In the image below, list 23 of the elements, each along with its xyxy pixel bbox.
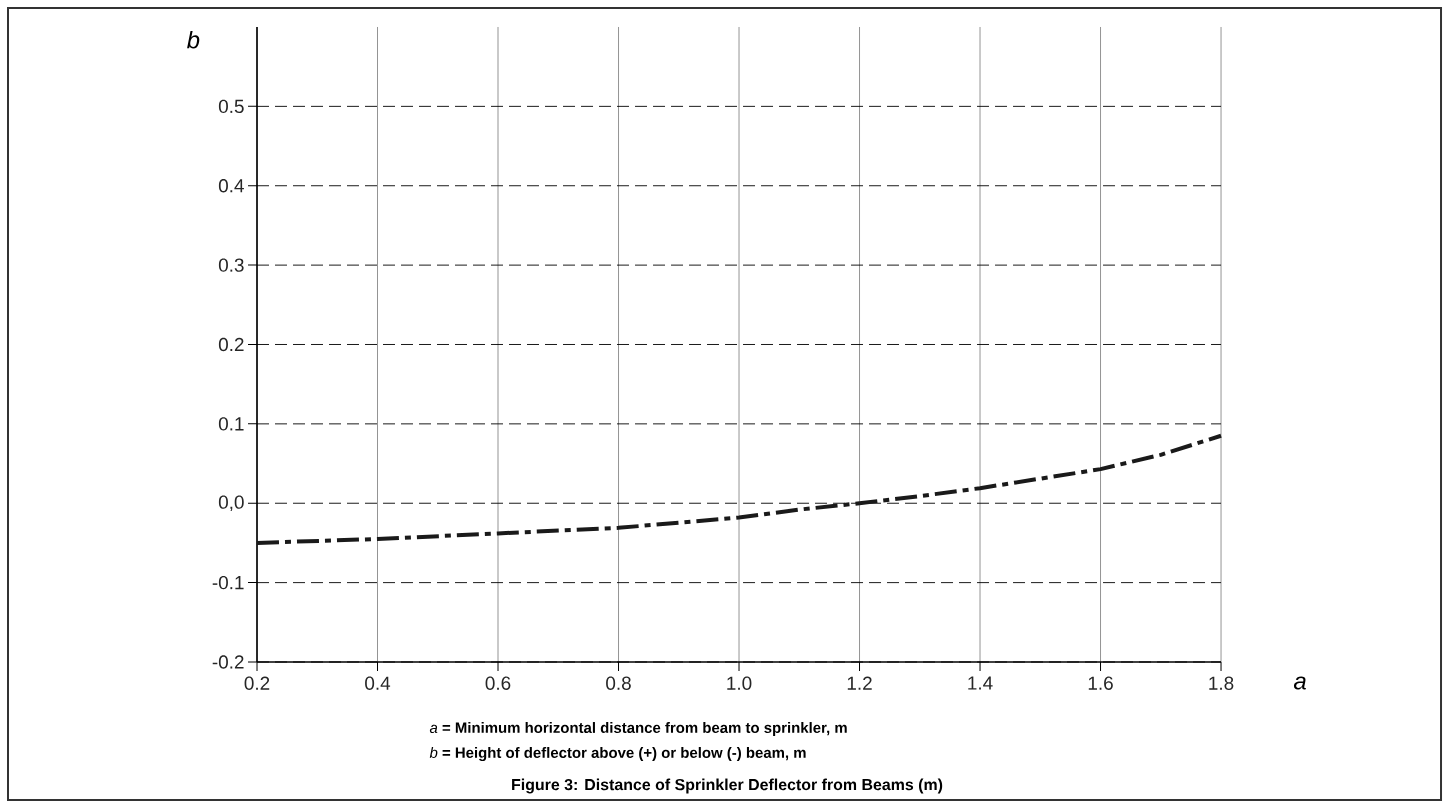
x-tick-label: 0.4 — [365, 676, 391, 690]
y-tick-label: 0.2 — [218, 337, 244, 352]
y-axis-title: b — [187, 30, 200, 49]
y-tick-label: 0,0 — [218, 495, 244, 512]
text: b = Height of deflector above (+) or below (-) beam, m — [429, 747, 806, 761]
x-tick-label: 1.8 — [1209, 676, 1234, 690]
text: a = Minimum horizontal distance from beam to sprinkler, m — [429, 722, 847, 736]
y-tick-label: -0.2 — [212, 655, 244, 669]
y-tick-label: -0.1 — [212, 575, 244, 590]
y-tick-label: 0.4 — [218, 179, 244, 193]
x-axis-title: a — [1293, 676, 1306, 690]
y-tick-label: 0.1 — [218, 417, 244, 431]
x-tick-label: 0.8 — [606, 676, 631, 690]
x-tick-label: 1.4 — [968, 676, 993, 690]
y-tick-label: 0.5 — [218, 99, 244, 114]
line-series — [255, 433, 1224, 545]
x-tick-label: 0.2 — [244, 676, 270, 690]
y-tick-label: 0.3 — [218, 258, 244, 272]
text: Figure 3: Distance of Sprinkler Deflector from Beams (m) — [512, 778, 943, 794]
x-tick-label: 0.6 — [485, 676, 511, 690]
x-tick-label: 1.2 — [847, 676, 872, 690]
x-tick-label: 1.6 — [1088, 676, 1113, 690]
x-tick-label: 1.0 — [727, 676, 752, 690]
